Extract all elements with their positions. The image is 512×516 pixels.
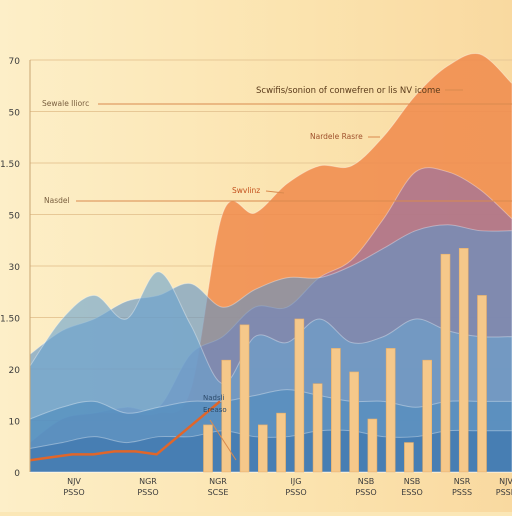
bar [240,325,249,472]
annotation-bottom-2: Ereaso [203,406,227,414]
y-tick-label: 0 [14,469,20,479]
bar [204,425,213,472]
x-tick-label: NJV [67,477,81,486]
bar [277,413,286,472]
y-tick-label: 1.50 [0,315,20,325]
bar [441,254,450,472]
annotation-upper-left: Sewale Iliorc [42,99,89,108]
y-tick-label: 50 [9,109,21,119]
x-tick-label: NSR [454,477,471,486]
annotation-left-mid: Nasdel [44,196,70,205]
x-tick-label: NJV [499,477,512,486]
annotation-bottom-1: Nadsli [203,394,225,402]
x-tick-label: NGR [209,477,227,486]
x-tick-label: PSSO [63,488,84,497]
y-tick-label: 10 [9,418,21,428]
bar [404,443,413,472]
x-tick-label: PSSO [285,488,306,497]
bar [331,348,340,472]
bar [222,360,231,472]
bar [295,319,304,472]
y-tick-label: 20 [9,366,21,376]
y-tick-label: 1.50 [0,160,20,170]
y-tick-label: 70 [9,57,21,67]
bar [258,425,267,472]
x-tick-label: PSSO [137,488,158,497]
annotation-center-orange: Swvlinz [232,186,260,195]
bar [423,360,432,472]
bar [350,372,359,472]
x-tick-label: NSB [358,477,375,486]
y-tick-label: 50 [9,212,21,222]
bar [313,384,322,472]
bar [478,295,487,472]
bar [368,419,377,472]
x-tick-label: PSSS [452,488,472,497]
annotation-top: Scwifis/sonion of conwefren or lis NV ic… [256,86,441,96]
bar [459,248,468,472]
x-tick-label: NGR [139,477,157,486]
x-tick-label: PSSO [355,488,376,497]
annotation-mid-right: Nardele Rasre [310,132,363,141]
x-tick-label: IJG [291,477,302,486]
x-tick-label: SCSE [208,488,229,497]
bar [386,348,395,472]
x-tick-label: PSSB [496,488,512,497]
x-tick-label: ESSO [401,488,423,497]
y-tick-label: 30 [9,263,21,273]
x-tick-label: NSB [404,477,421,486]
